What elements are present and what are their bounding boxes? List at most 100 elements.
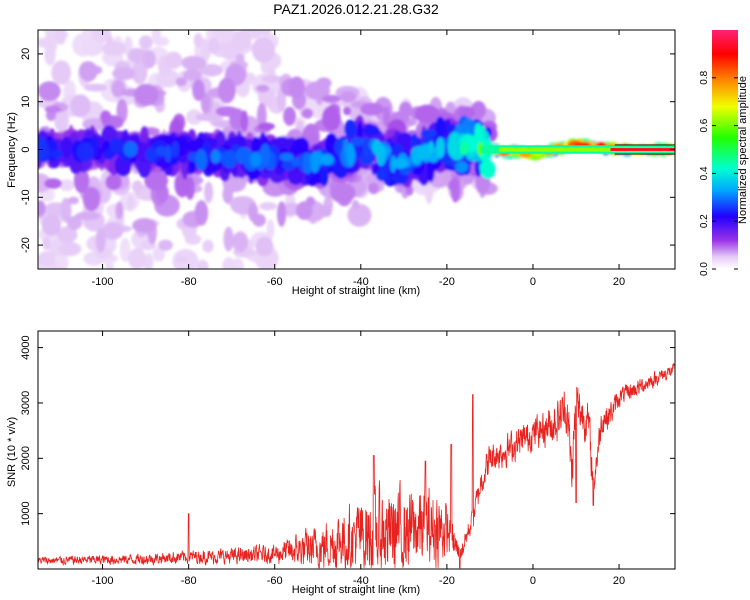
heatmap-cell <box>231 30 252 50</box>
heatmap-cell <box>330 182 356 204</box>
heatmap-cell <box>204 181 214 204</box>
heatmap-cell <box>474 122 483 143</box>
heatmap-cell <box>447 137 458 157</box>
heatmap-cell <box>119 237 131 263</box>
heatmap-cell <box>128 48 147 63</box>
heatmap-cell <box>435 116 446 139</box>
heatmap-cell <box>260 143 271 167</box>
x-tick-label: -100 <box>92 575 114 587</box>
heatmap-cell <box>181 55 207 71</box>
x-tick-label: 0 <box>530 276 536 288</box>
heatmap-cell <box>142 49 156 69</box>
heatmap-cell <box>310 151 320 173</box>
heatmap-cell <box>301 108 314 119</box>
heatmap-cell <box>259 202 277 211</box>
heatmap-cell <box>277 88 287 112</box>
heatmap-cell <box>164 145 172 162</box>
x-tick-label: -20 <box>439 575 455 587</box>
heatmap-cell <box>171 141 179 158</box>
heatmap-cell <box>266 219 275 240</box>
heatmap-cell <box>38 200 46 216</box>
heatmap-cell <box>56 226 78 243</box>
y-tick-label: 3000 <box>20 391 32 415</box>
heatmap-cell <box>279 153 294 162</box>
heatmap-cell <box>145 147 158 162</box>
x-tick-label: -40 <box>353 575 369 587</box>
heatmap-cell <box>258 87 276 108</box>
heatmap-cell <box>59 179 75 192</box>
heatmap-cell <box>123 141 138 157</box>
heatmap-cell <box>59 241 82 257</box>
x-tick-label: -100 <box>92 276 114 288</box>
heatmap-cell <box>424 179 434 204</box>
heatmap-cell <box>252 213 266 227</box>
heatmap-cell <box>126 195 135 212</box>
heatmap-cell <box>132 180 143 194</box>
heatmap-cell <box>182 69 202 81</box>
heatmap-cell <box>42 236 51 251</box>
x-tick-label: 20 <box>613 575 625 587</box>
heatmap-cell <box>316 77 332 89</box>
snr-y-ticks: 1000 2000 3000 4000 <box>20 335 675 526</box>
heatmap-cell <box>163 134 174 144</box>
heatmap-cell <box>175 77 187 87</box>
heatmap-cell <box>363 126 381 136</box>
heatmap-cell <box>202 239 214 253</box>
heatmap-cell <box>360 102 384 116</box>
heatmap-cell <box>305 196 315 207</box>
heatmap-cell <box>115 201 124 220</box>
colorbar-gradient <box>712 30 738 269</box>
heatmap-cell <box>195 149 208 171</box>
heatmap-cell <box>255 84 270 93</box>
heatmap-cell <box>41 214 61 236</box>
heatmap-cell <box>261 75 283 84</box>
heatmap-cell <box>95 227 106 253</box>
heatmap-ridge <box>481 144 675 155</box>
heatmap-cell <box>188 140 201 152</box>
spectrogram-x-ticks: -100 -80 -60 -40 -20 0 20 <box>92 30 625 288</box>
heatmap-cell <box>200 38 210 64</box>
heatmap-cell <box>55 30 67 45</box>
heatmap-cell <box>155 146 167 157</box>
heatmap-cell <box>67 196 79 205</box>
heatmap-cell <box>84 83 108 92</box>
x-tick-label: -60 <box>267 575 283 587</box>
heatmap-cell <box>186 109 203 125</box>
heatmap-cell <box>38 81 61 102</box>
heatmap-cell <box>371 139 382 155</box>
heatmap-cell <box>448 180 457 191</box>
heatmap-cell <box>340 91 357 103</box>
x-tick-label: 20 <box>613 276 625 288</box>
heatmap-cell <box>251 37 275 63</box>
colorbar-tick-label: 0.4 <box>699 166 710 180</box>
heatmap-cell <box>151 30 161 45</box>
spectrogram-x-label: Height of straight line (km) <box>292 285 420 297</box>
x-tick-label: -80 <box>181 276 197 288</box>
heatmap-cell <box>105 34 114 57</box>
heatmap-cell <box>347 203 372 227</box>
heatmap-cell <box>232 231 249 253</box>
heatmap-cell <box>192 79 206 101</box>
spectrogram-y-label: Frequency (Hz) <box>6 112 18 188</box>
heatmap-cell <box>144 170 169 191</box>
spectrogram-y-ticks: -20 -10 0 10 20 <box>20 48 675 253</box>
heatmap-blobs <box>38 30 675 269</box>
colorbar-tick-label: 0.6 <box>699 118 710 132</box>
heatmap-cell <box>38 251 56 266</box>
y-tick-label: 10 <box>20 96 32 108</box>
snr-frame <box>37 330 676 570</box>
heatmap-cell <box>383 106 391 128</box>
y-tick-label: 0 <box>20 146 32 152</box>
heatmap-cell <box>420 129 437 139</box>
spectrogram-heatmap <box>38 30 675 269</box>
heatmap-cell <box>196 259 209 269</box>
heatmap-cell <box>75 211 101 221</box>
heatmap-cell <box>105 173 122 191</box>
heatmap-cell <box>416 144 432 160</box>
heatmap-cell <box>76 142 95 162</box>
snr-y-label: SNR (10 * v/v) <box>6 417 18 487</box>
heatmap-cell <box>302 152 314 175</box>
x-tick-label: -60 <box>267 276 283 288</box>
colorbar-label: Normalized spectral amplitude <box>737 76 749 224</box>
heatmap-cell <box>38 37 47 48</box>
